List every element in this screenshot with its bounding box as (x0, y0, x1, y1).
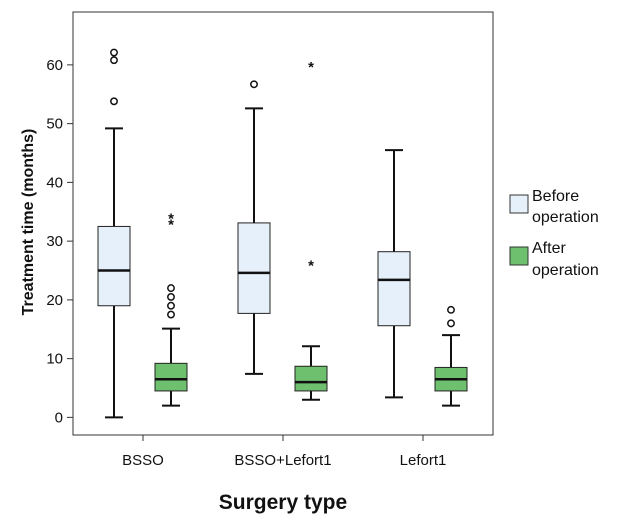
box-after-0: ** (154, 211, 188, 407)
extreme-point: * (308, 59, 314, 76)
x-tick-label: BSSO+Lefort1 (234, 452, 331, 469)
outlier-point (167, 292, 175, 301)
y-tick-label: 50 (46, 116, 63, 133)
y-axis-title: Treatment time (months) (20, 129, 37, 316)
outlier-point (250, 80, 258, 89)
iqr-box (377, 251, 411, 327)
outlier-point (447, 305, 455, 314)
outlier-point (110, 97, 118, 106)
y-tick-label: 10 (46, 351, 63, 368)
y-tick-label: 40 (46, 174, 63, 191)
y-tick-label: 30 (46, 233, 63, 250)
legend-label-before-line2: operation (532, 209, 599, 226)
extreme-point: * (308, 258, 314, 275)
y-axis: 0 10 20 30 40 50 60 (46, 57, 73, 426)
x-axis-title: Surgery type (219, 491, 347, 514)
box-before-2 (377, 149, 411, 399)
outlier-point (110, 56, 118, 65)
extreme-point: * (168, 211, 174, 228)
x-axis: BSSO BSSO+Lefort1 Lefort1 (122, 435, 446, 469)
legend-label-after-line2: operation (532, 262, 599, 279)
iqr-box (97, 225, 131, 307)
box-after-1: ** (294, 59, 328, 401)
iqr-box (294, 365, 328, 392)
legend: Before operation After operation (509, 188, 599, 279)
outlier-point (167, 301, 175, 310)
extreme-point: * (168, 217, 174, 234)
x-tick-label: BSSO (122, 452, 164, 469)
y-tick-label: 0 (55, 409, 63, 426)
box-groups: **** (97, 48, 468, 419)
outlier-point (167, 284, 175, 293)
outlier-point (447, 319, 455, 328)
iqr-box (237, 222, 271, 314)
y-tick-label: 60 (46, 57, 63, 74)
x-tick-label: Lefort1 (400, 452, 447, 469)
outlier-point (167, 310, 175, 319)
legend-swatch-after (509, 246, 529, 266)
legend-swatch-before (509, 194, 529, 214)
iqr-box (154, 362, 188, 392)
box-after-2 (434, 305, 468, 407)
outlier-point (110, 48, 118, 57)
box-before-0 (97, 48, 131, 419)
legend-label-before-line1: Before (532, 188, 579, 205)
legend-label-after-line1: After (532, 240, 566, 257)
y-tick-label: 20 (46, 292, 63, 309)
plot-frame (72, 11, 494, 436)
box-before-1 (237, 80, 271, 375)
